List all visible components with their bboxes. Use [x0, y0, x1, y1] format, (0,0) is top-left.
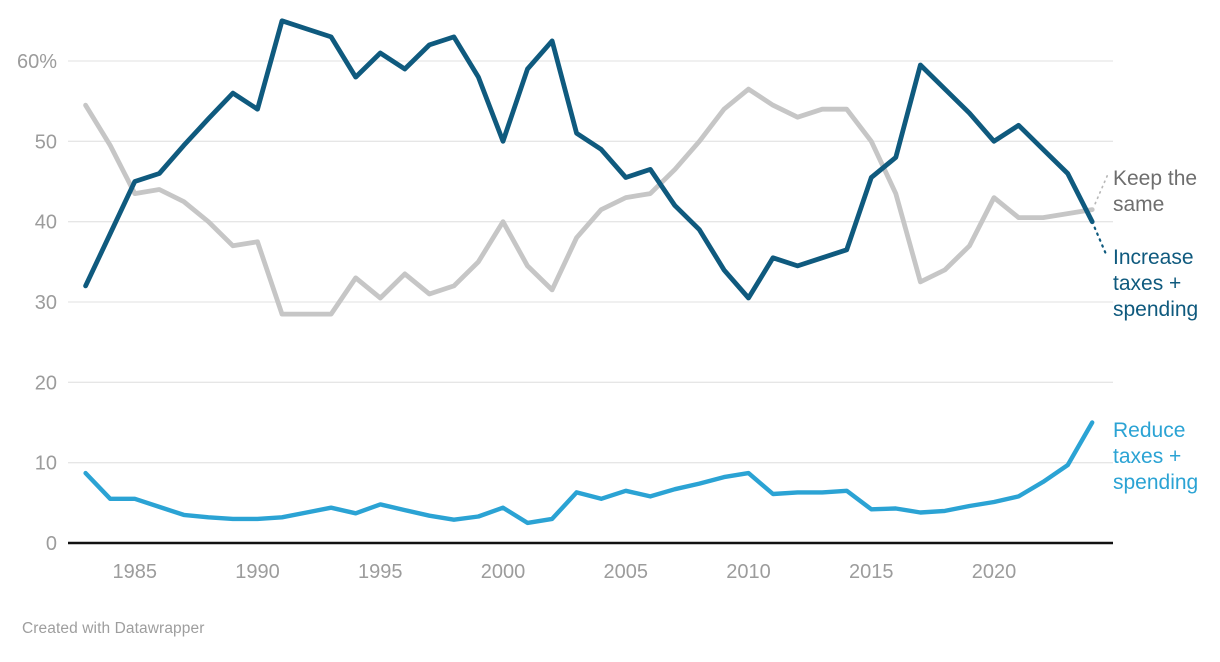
line-increase-taxes-spending: [83, 18, 1095, 301]
x-tick-label-2000: 2000: [481, 561, 526, 583]
y-tick-label-60: 60%: [17, 51, 57, 73]
x-tick-label-1995: 1995: [358, 561, 403, 583]
reduce-taxes-spending-label: Reduce taxes + spending: [1113, 419, 1198, 494]
y-tick-label-30: 30: [35, 292, 57, 314]
datawrapper-credit[interactable]: Created with Datawrapper: [22, 620, 205, 637]
x-tick-label-1990: 1990: [235, 561, 280, 583]
increase-leader-line: [1093, 226, 1107, 255]
x-tick-label-2015: 2015: [849, 561, 894, 583]
increase-taxes-spending-label: Increase taxes + spending: [1113, 246, 1198, 321]
y-tick-label-50: 50: [35, 131, 57, 153]
y-tick-label-20: 20: [35, 372, 57, 394]
keep-the-same-label: Keep the same: [1113, 167, 1197, 216]
y-tick-label-0: 0: [46, 533, 57, 555]
y-tick-label-40: 40: [35, 212, 57, 234]
x-tick-label-1985: 1985: [113, 561, 158, 583]
x-tick-label-2010: 2010: [726, 561, 771, 583]
line-keep-the-same: [83, 86, 1095, 317]
x-tick-label-2005: 2005: [604, 561, 649, 583]
x-tick-label-2020: 2020: [972, 561, 1017, 583]
y-tick-label-10: 10: [35, 453, 57, 475]
keep-leader-line: [1094, 173, 1109, 205]
line-reduce-taxes-spending: [83, 420, 1095, 526]
